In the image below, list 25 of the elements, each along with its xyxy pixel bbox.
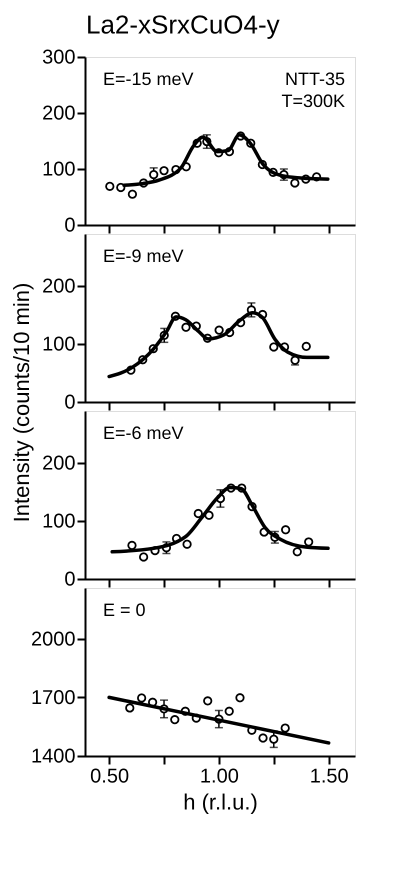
y-tick-label: 0 [64, 214, 76, 236]
y-axis-title: Intensity (counts/10 min) [9, 282, 34, 522]
annotation: E = 0 [103, 600, 146, 620]
y-tick-label: 200 [42, 276, 76, 298]
annotation: NTT-35 [284, 69, 345, 89]
y-tick-label: 1400 [31, 746, 76, 768]
chart-title: La2-xSrxCuO4-y [86, 10, 280, 40]
y-tick-label: 100 [42, 334, 76, 356]
x-tick-label: 1.00 [200, 766, 239, 788]
y-tick-label: 0 [64, 392, 76, 414]
y-tick-label: 1700 [31, 686, 76, 709]
annotation: E=-15 meV [103, 69, 194, 89]
y-tick-label: 100 [42, 510, 76, 533]
annotation: E=-9 meV [103, 246, 184, 266]
annotation: T=300K [281, 91, 345, 111]
y-tick-label: 300 [42, 46, 76, 68]
annotation: E=-6 meV [103, 423, 184, 443]
y-tick-label: 200 [42, 452, 76, 475]
x-tick-label: 0.50 [90, 766, 130, 788]
y-tick-label: 0 [64, 568, 76, 590]
x-tick-label: 1.50 [310, 766, 349, 788]
y-tick-label: 100 [42, 158, 76, 180]
x-axis-title: h (r.l.u.) [183, 790, 258, 814]
y-tick-label: 200 [42, 102, 76, 124]
y-tick-label: 2000 [31, 628, 76, 650]
